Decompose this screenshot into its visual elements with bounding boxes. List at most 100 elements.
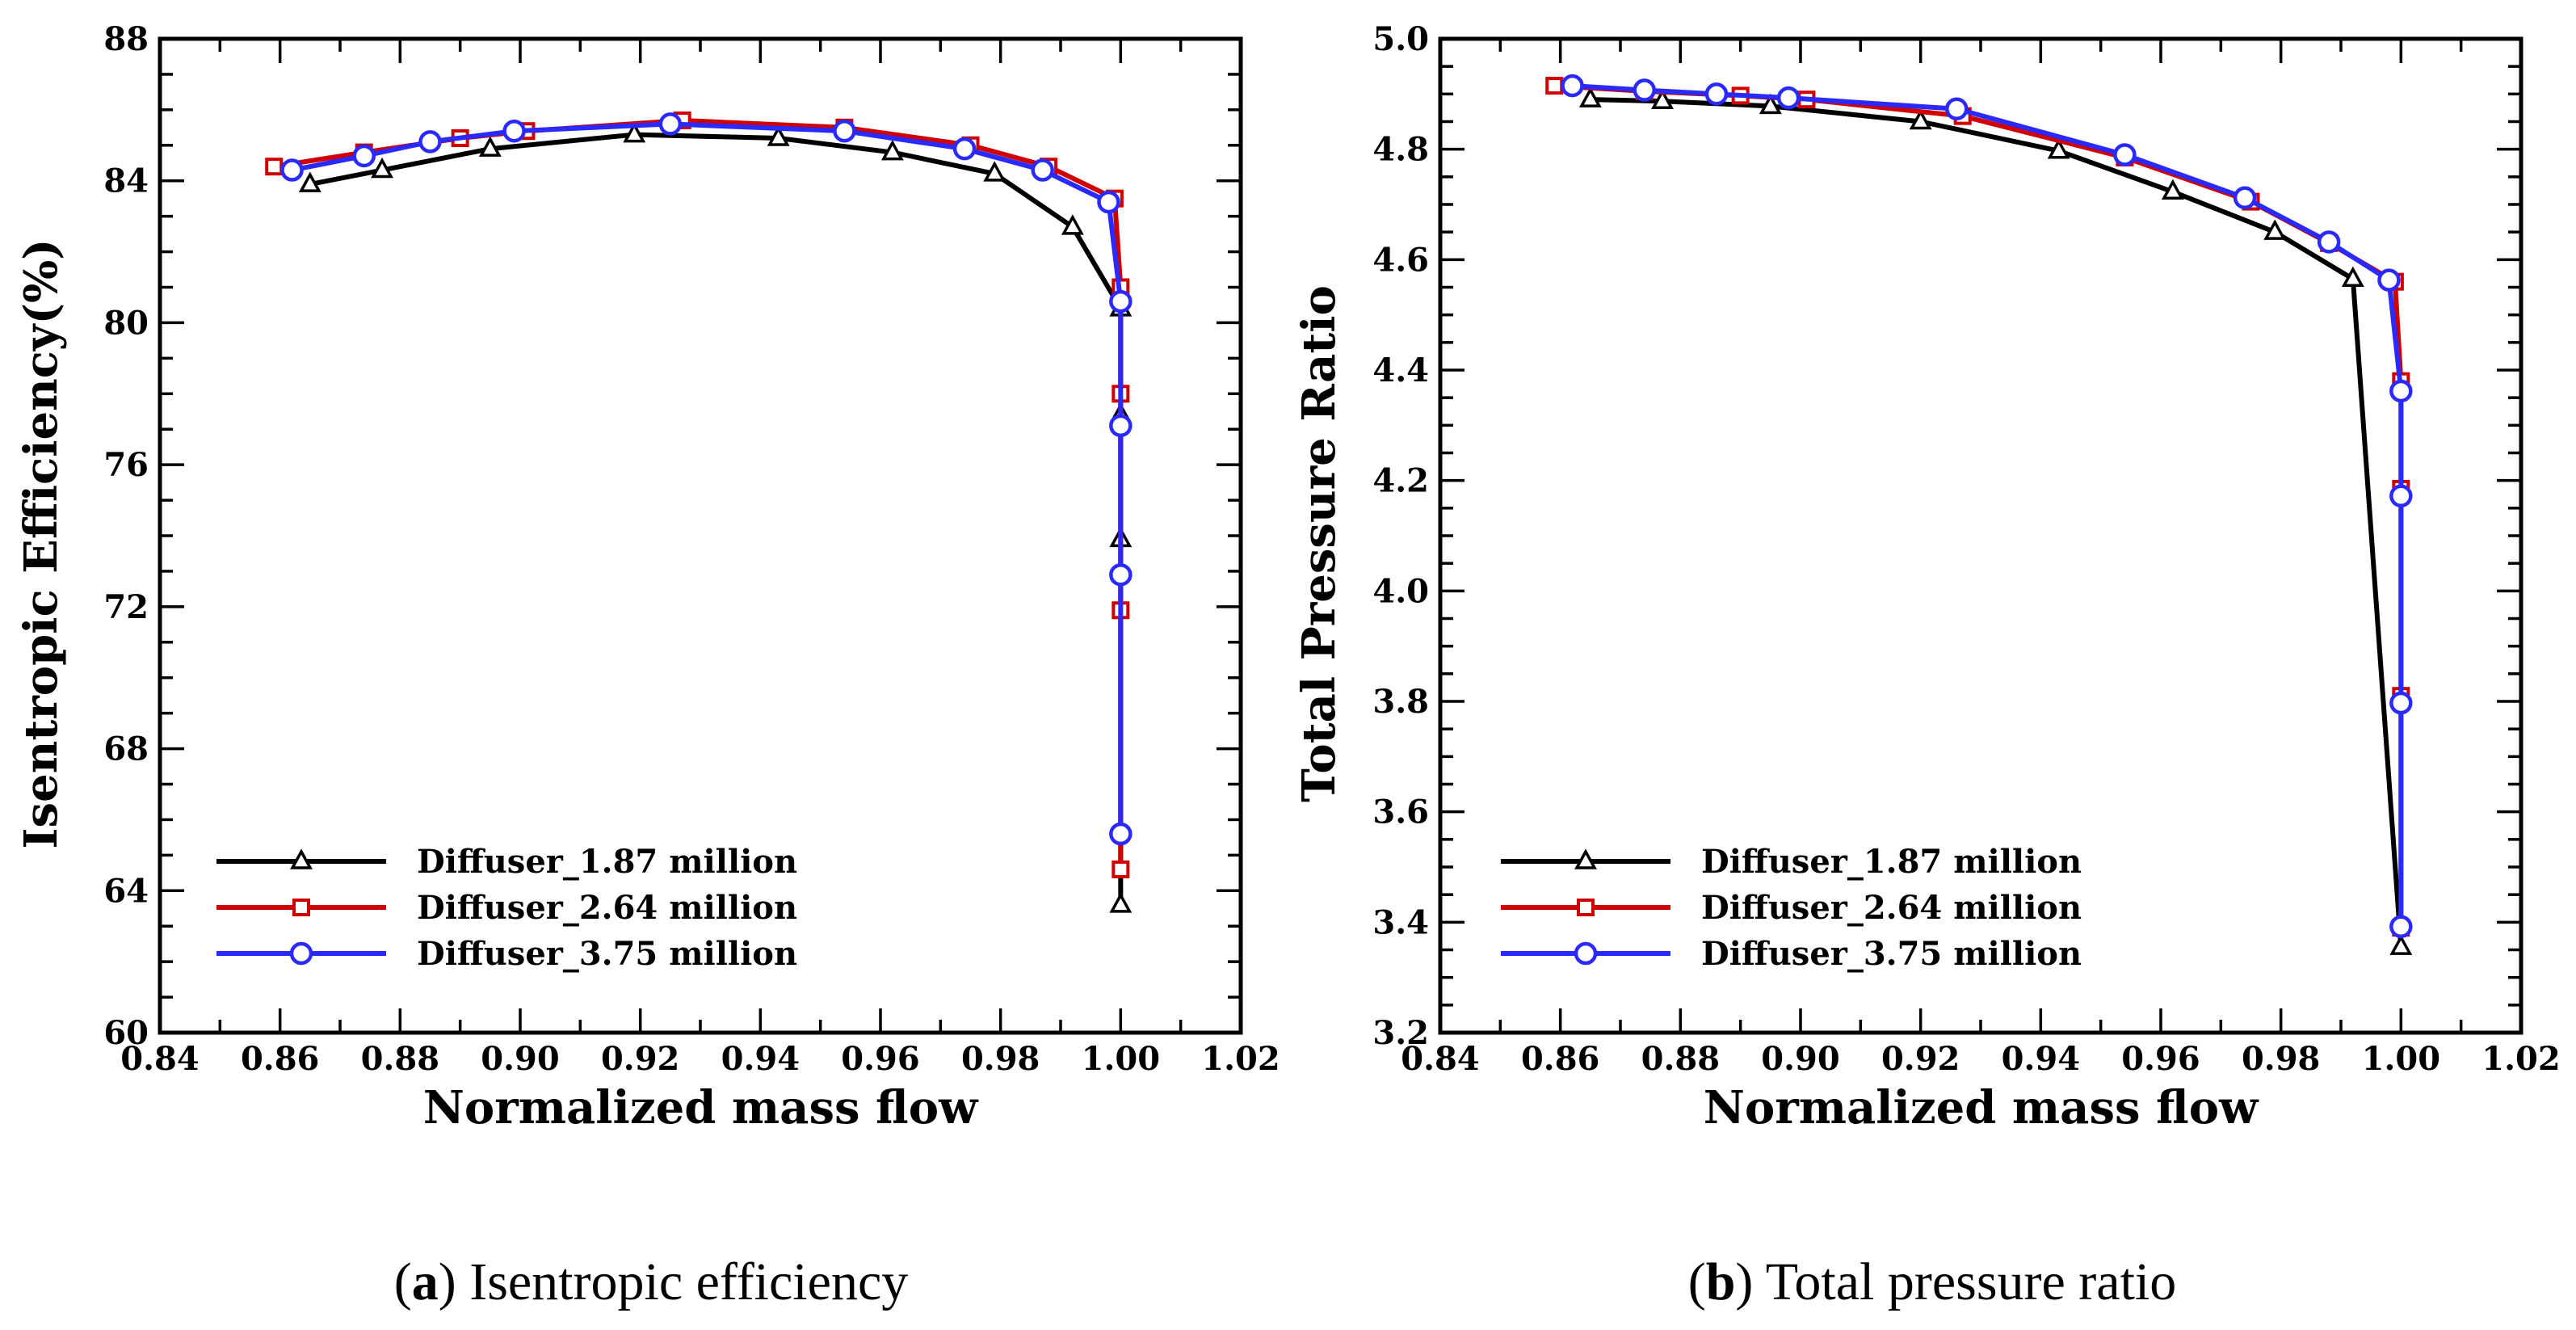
data-point-circle bbox=[418, 130, 442, 154]
data-point-triangle bbox=[767, 125, 790, 146]
caption-open-paren: ( bbox=[1688, 1252, 1706, 1311]
data-point-circle bbox=[1633, 78, 1656, 102]
x-tick-label: 1.00 bbox=[1082, 1040, 1160, 1078]
data-point-circle bbox=[2377, 268, 2401, 292]
data-point-circle bbox=[2389, 379, 2413, 403]
data-point-triangle bbox=[478, 136, 502, 157]
x-tick-label: 0.98 bbox=[961, 1040, 1040, 1078]
y-tick-label: 5.0 bbox=[1372, 20, 1429, 58]
y-tick-label: 4.0 bbox=[1372, 572, 1429, 610]
data-point-square bbox=[1112, 860, 1130, 878]
legend-entry-label: Diffuser_1.87 million bbox=[417, 843, 797, 881]
y-axis-label: Total Pressure Ratio bbox=[1292, 285, 1346, 802]
data-point-circle bbox=[2113, 143, 2137, 166]
caption-close-paren: ) bbox=[439, 1252, 469, 1311]
x-tick-label: 0.84 bbox=[1401, 1040, 1479, 1078]
x-tick-label: 1.02 bbox=[1201, 1040, 1280, 1078]
data-point-triangle bbox=[1061, 214, 1084, 235]
data-point-triangle bbox=[2389, 934, 2413, 955]
data-point-triangle bbox=[880, 139, 904, 161]
caption-letter: a bbox=[412, 1252, 439, 1311]
y-tick-label: 4.8 bbox=[1372, 131, 1429, 169]
data-point-triangle bbox=[1909, 108, 1932, 130]
x-tick-label: 0.90 bbox=[1761, 1040, 1839, 1078]
data-point-circle bbox=[1704, 82, 1729, 106]
data-point-circle bbox=[352, 144, 376, 168]
legend: Diffuser_1.87 million Diffuser_2.64 milli… bbox=[216, 843, 797, 973]
chart-panel-1: 0.84 0.86 0.88 0.90 0.92 0.94 0.96 0.98 1.00 1.02… bbox=[1292, 20, 2561, 1134]
y-tick-label: 60 bbox=[103, 1014, 149, 1052]
x-tick-label: 0.88 bbox=[1641, 1040, 1720, 1078]
legend-marker-triangle bbox=[1574, 848, 1597, 869]
y-tick-label: 3.8 bbox=[1372, 683, 1429, 721]
plot-frame bbox=[1438, 36, 2523, 1035]
y-tick-label: 3.6 bbox=[1372, 793, 1429, 831]
series-line bbox=[273, 118, 1124, 869]
legend-entry-label: Diffuser_2.64 million bbox=[1701, 889, 2082, 927]
x-tick-label: 1.02 bbox=[2481, 1040, 2560, 1078]
y-tick-label: 80 bbox=[103, 304, 149, 342]
series-circle bbox=[280, 112, 1133, 846]
legend-entry-label: Diffuser_3.75 million bbox=[1701, 935, 2082, 973]
data-point-triangle bbox=[2161, 179, 2184, 200]
data-point-triangle bbox=[371, 157, 393, 179]
data-point-circle bbox=[2233, 186, 2257, 210]
caption-close-paren: ) bbox=[1735, 1252, 1765, 1311]
legend-marker-square bbox=[292, 899, 310, 916]
y-tick-label: 76 bbox=[103, 446, 149, 484]
y-tick-label: 88 bbox=[103, 20, 149, 58]
x-axis-label: Normalized mass flow bbox=[1704, 1081, 2259, 1134]
series-line bbox=[309, 132, 1124, 905]
data-point-circle bbox=[1776, 86, 1801, 110]
caption-open-paren: ( bbox=[394, 1252, 412, 1311]
y-tick-label: 84 bbox=[103, 162, 149, 200]
data-point-triangle bbox=[1578, 86, 1602, 107]
caption-text: Total pressure ratio bbox=[1766, 1252, 2177, 1311]
caption-text: Isentropic efficiency bbox=[469, 1252, 908, 1311]
data-point-triangle bbox=[1759, 93, 1782, 115]
x-tick-label: 0.94 bbox=[2002, 1040, 2080, 1078]
legend-entry-label: Diffuser_2.64 million bbox=[417, 889, 797, 927]
legend-marker-circle bbox=[289, 941, 313, 966]
data-point-circle bbox=[833, 119, 856, 143]
data-point-circle bbox=[1109, 563, 1133, 587]
series-square bbox=[1545, 77, 2410, 937]
series-square bbox=[265, 112, 1130, 878]
data-point-circle bbox=[1109, 822, 1133, 846]
y-tick-label: 4.4 bbox=[1372, 351, 1429, 389]
x-tick-label: 0.84 bbox=[120, 1040, 199, 1078]
data-point-circle bbox=[2317, 230, 2341, 254]
y-tick-label: 68 bbox=[103, 730, 149, 768]
data-point-triangle bbox=[1651, 88, 1674, 109]
data-point-circle bbox=[1109, 289, 1133, 314]
data-point-circle bbox=[1097, 190, 1120, 214]
data-point-triangle bbox=[1109, 892, 1133, 913]
x-tick-label: 0.86 bbox=[1521, 1040, 1599, 1078]
y-tick-label: 4.2 bbox=[1372, 462, 1429, 500]
data-point-circle bbox=[1945, 97, 1969, 121]
x-tick-label: 1.00 bbox=[2362, 1040, 2440, 1078]
series-triangle bbox=[1578, 86, 2413, 955]
data-point-triangle bbox=[623, 121, 646, 143]
data-point-triangle bbox=[298, 171, 321, 192]
data-point-circle bbox=[280, 158, 304, 182]
x-tick-label: 0.92 bbox=[1881, 1040, 1960, 1078]
x-tick-label: 0.96 bbox=[2121, 1040, 2200, 1078]
y-tick-label: 4.6 bbox=[1372, 241, 1429, 279]
x-tick-label: 0.86 bbox=[241, 1040, 319, 1078]
x-tick-label: 0.96 bbox=[841, 1040, 919, 1078]
y-tick-label: 72 bbox=[103, 588, 149, 626]
series-circle bbox=[1561, 74, 2413, 939]
x-tick-label: 0.92 bbox=[601, 1040, 679, 1078]
series-line bbox=[291, 121, 1124, 834]
x-axis-label: Normalized mass flow bbox=[423, 1081, 979, 1134]
y-tick-label: 64 bbox=[103, 872, 149, 910]
data-point-triangle bbox=[2047, 138, 2070, 159]
legend: Diffuser_1.87 million Diffuser_2.64 milli… bbox=[1501, 843, 2082, 973]
y-axis-label: Isentropic Efficiency(%) bbox=[15, 238, 68, 848]
series-line bbox=[1572, 83, 2404, 927]
legend-entry-label: Diffuser_3.75 million bbox=[417, 935, 797, 973]
data-point-circle bbox=[2389, 691, 2413, 715]
data-point-triangle bbox=[2263, 219, 2287, 240]
